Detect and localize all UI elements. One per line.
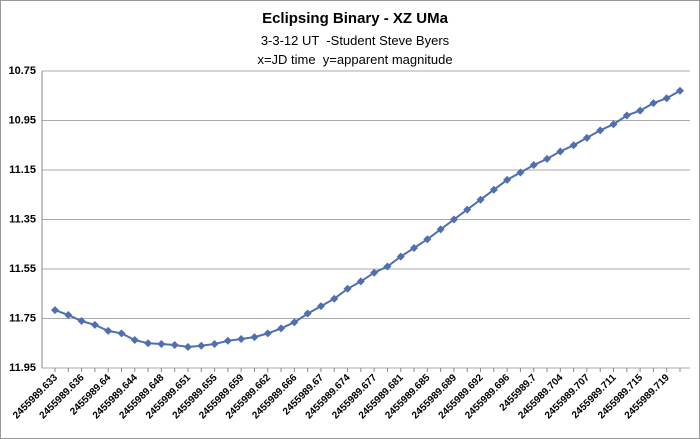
marker <box>516 168 525 177</box>
marker <box>622 111 631 120</box>
marker <box>356 277 365 286</box>
marker <box>157 339 166 348</box>
marker <box>383 262 392 271</box>
chart-subtitle: x=JD time y=apparent magnitude <box>257 52 452 67</box>
marker <box>90 320 99 329</box>
marker <box>463 205 472 214</box>
marker <box>290 318 299 327</box>
marker <box>556 147 565 156</box>
marker <box>183 342 192 351</box>
marker <box>582 133 591 142</box>
marker <box>543 154 552 163</box>
marker <box>330 294 339 303</box>
marker <box>396 252 405 261</box>
marker <box>263 329 272 338</box>
marker <box>250 333 259 342</box>
marker <box>370 268 379 277</box>
chart-title: Eclipsing Binary - XZ UMa <box>262 10 449 27</box>
marker <box>130 336 139 345</box>
marker <box>569 141 578 150</box>
y-tick-label: 11.35 <box>9 213 36 225</box>
marker <box>64 311 73 320</box>
marker <box>343 284 352 293</box>
marker <box>476 195 485 204</box>
marker <box>649 99 658 108</box>
chart-subtitle: 3-3-12 UT -Student Steve Byers <box>261 33 450 48</box>
marker <box>529 161 538 170</box>
y-tick-label: 11.55 <box>9 263 36 275</box>
marker <box>436 225 445 234</box>
y-tick-label: 11.15 <box>9 164 36 176</box>
marker <box>316 302 325 311</box>
marker <box>596 126 605 135</box>
marker <box>676 86 684 95</box>
marker <box>170 340 179 349</box>
marker <box>77 316 86 325</box>
y-tick-label: 11.75 <box>9 312 36 324</box>
marker <box>104 326 113 335</box>
marker <box>423 235 432 244</box>
marker <box>410 243 419 252</box>
marker <box>117 329 126 338</box>
marker <box>449 215 458 224</box>
marker <box>662 94 671 103</box>
y-tick-label: 11.95 <box>9 362 36 374</box>
marker <box>210 339 219 348</box>
marker <box>51 306 59 315</box>
marker <box>636 106 645 115</box>
y-tick-label: 10.75 <box>8 65 36 77</box>
marker <box>197 341 206 350</box>
marker <box>237 335 246 344</box>
marker <box>503 175 512 184</box>
marker <box>489 185 498 194</box>
marker <box>277 324 286 333</box>
marker <box>609 120 618 129</box>
marker <box>223 336 232 345</box>
y-tick-label: 10.95 <box>8 114 36 126</box>
marker <box>144 339 153 348</box>
marker <box>303 309 312 318</box>
